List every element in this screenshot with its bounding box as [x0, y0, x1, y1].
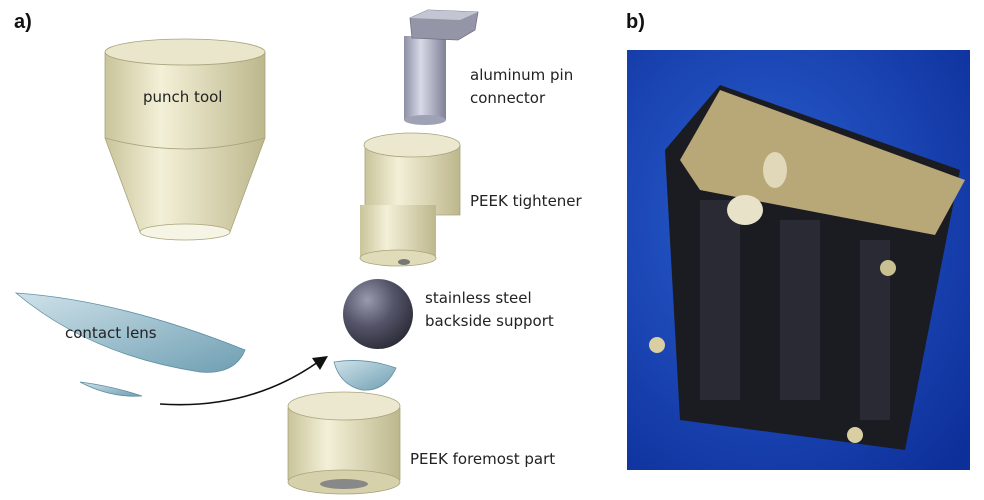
- pin-render: [404, 9, 479, 125]
- panel-label: b): [626, 11, 645, 33]
- photo: [627, 50, 970, 470]
- tightener-render: [359, 132, 461, 267]
- part-label: aluminum pin: [470, 66, 573, 84]
- part-label: connector: [470, 89, 546, 107]
- panel-label: a): [14, 11, 32, 33]
- part-label: backside support: [425, 312, 554, 330]
- foremost-render: [287, 391, 401, 495]
- part-label: PEEK tightener: [470, 192, 583, 210]
- part-label: contact lens: [65, 324, 157, 342]
- punch-tool-render: [104, 38, 266, 241]
- part-label: stainless steel: [425, 289, 532, 307]
- lens-render: [14, 292, 397, 406]
- ball-render: [343, 279, 413, 349]
- part-label: PEEK foremost part: [410, 450, 555, 468]
- part-label: punch tool: [143, 88, 222, 106]
